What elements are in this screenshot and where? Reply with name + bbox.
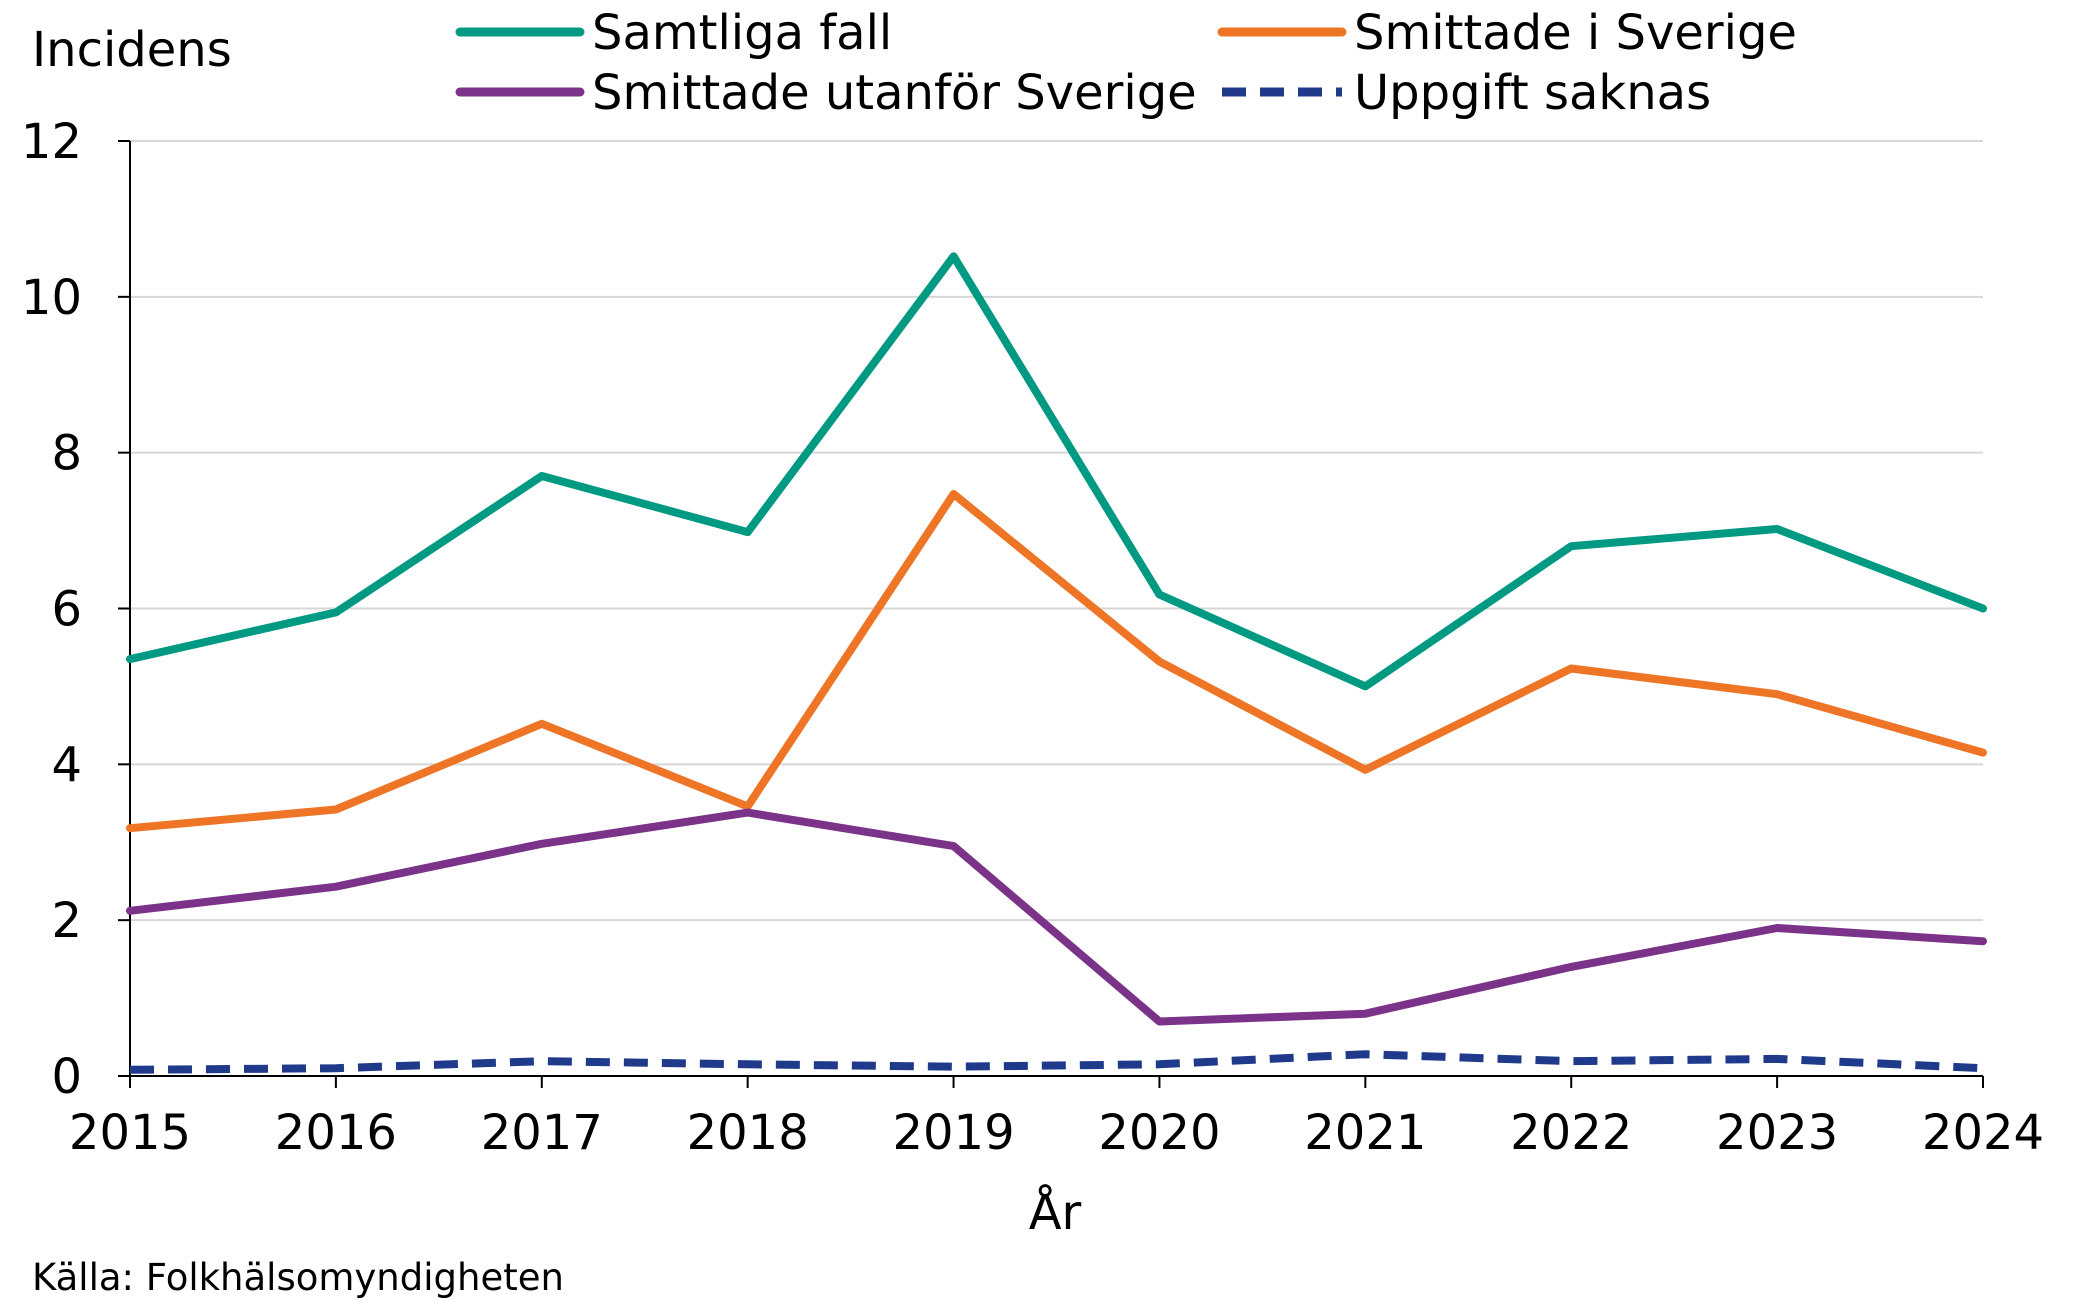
- source-note: Källa: Folkhälsomyndigheten: [32, 1256, 564, 1299]
- x-tick-label-2017: 2017: [481, 1105, 603, 1161]
- y-tick-label-0: 0: [51, 1049, 82, 1105]
- x-tick-label-2023: 2023: [1716, 1105, 1838, 1161]
- legend-label-smittade-i-sverige: Smittade i Sverige: [1354, 5, 1797, 61]
- x-tick-label-2019: 2019: [892, 1105, 1014, 1161]
- x-tick-label-2024: 2024: [1922, 1105, 2044, 1161]
- axes: 0 2 4 6 8 10 12 2015 2016 2017 2018 2019 2020 2021 202…: [21, 114, 2044, 1161]
- y-tick-label-10: 10: [21, 270, 82, 326]
- series-line-uppgift-saknas: [129, 1050, 1984, 1074]
- x-tick-label-2021: 2021: [1304, 1105, 1426, 1161]
- series-lines: [126, 252, 1987, 1074]
- legend-label-smittade-utanf-r-sverige: Smittade utanför Sverige: [592, 65, 1197, 121]
- y-tick-label-2: 2: [51, 893, 82, 949]
- x-tick-label-2020: 2020: [1098, 1105, 1220, 1161]
- series-line-smittade-utanf-r-sverige: [126, 808, 1987, 1026]
- legend-label-uppgift-saknas: Uppgift saknas: [1354, 65, 1711, 121]
- x-tick-label-2015: 2015: [69, 1105, 191, 1161]
- y-tick-label-4: 4: [51, 737, 82, 793]
- y-axis-title: Incidens: [32, 22, 232, 78]
- legend: Samtliga fall Smittade i Sverige Smittade …: [455, 5, 1797, 121]
- series-line-samtliga-fall: [126, 252, 1987, 691]
- x-tick-label-2016: 2016: [275, 1105, 397, 1161]
- x-axis-title: År: [1029, 1184, 1082, 1241]
- gridlines: [130, 140, 1983, 922]
- x-tick-label-2022: 2022: [1510, 1105, 1632, 1161]
- series-line-smittade-i-sverige: [126, 490, 1987, 833]
- x-tick-label-2018: 2018: [687, 1105, 809, 1161]
- y-tick-label-6: 6: [51, 582, 82, 638]
- y-tick-label-8: 8: [51, 426, 82, 482]
- y-tick-label-12: 12: [21, 114, 82, 170]
- legend-label-samtliga-fall: Samtliga fall: [592, 5, 892, 61]
